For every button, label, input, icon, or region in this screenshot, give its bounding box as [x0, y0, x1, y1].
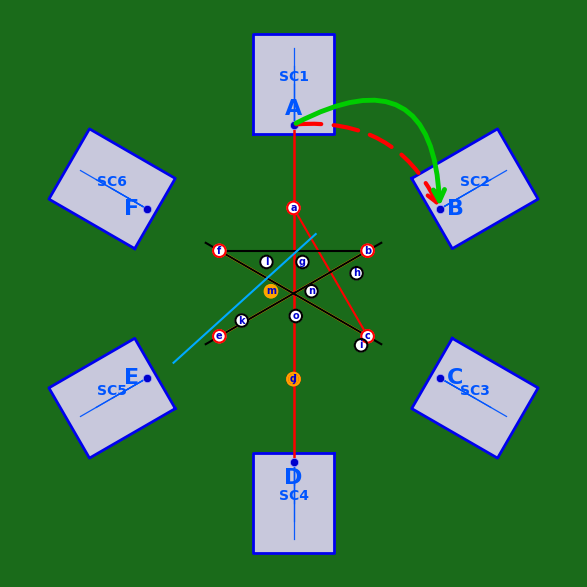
Text: SC4: SC4 [278, 489, 309, 503]
Text: E: E [124, 368, 139, 388]
Text: e: e [216, 331, 222, 341]
Text: A: A [285, 99, 302, 119]
Circle shape [362, 330, 374, 343]
Text: c: c [365, 331, 370, 341]
Text: g: g [299, 257, 306, 267]
Polygon shape [253, 35, 334, 134]
Text: o: o [292, 311, 299, 321]
Circle shape [265, 285, 277, 298]
Text: F: F [124, 199, 139, 219]
Polygon shape [411, 338, 538, 458]
Text: SC3: SC3 [460, 384, 490, 399]
Circle shape [213, 244, 225, 257]
Text: l: l [265, 257, 268, 267]
Circle shape [296, 256, 309, 268]
Circle shape [260, 256, 273, 268]
Text: SC6: SC6 [97, 175, 127, 189]
Text: C: C [447, 368, 464, 388]
Text: n: n [308, 286, 315, 296]
Circle shape [287, 201, 300, 214]
FancyArrowPatch shape [296, 100, 444, 201]
Text: SC1: SC1 [278, 70, 309, 85]
Circle shape [287, 373, 300, 386]
Circle shape [289, 310, 302, 322]
Text: k: k [238, 316, 245, 326]
Circle shape [235, 314, 248, 327]
Text: SC2: SC2 [460, 175, 490, 189]
Circle shape [362, 244, 374, 257]
Circle shape [350, 267, 363, 279]
Text: SC5: SC5 [97, 384, 127, 399]
Text: b: b [364, 246, 371, 256]
Text: D: D [284, 468, 303, 488]
Text: a: a [290, 203, 297, 213]
Text: B: B [447, 199, 464, 219]
Text: m: m [266, 286, 276, 296]
Polygon shape [49, 338, 176, 458]
Circle shape [287, 373, 300, 386]
Text: d: d [290, 374, 297, 384]
Text: j: j [292, 374, 295, 384]
Polygon shape [411, 129, 538, 249]
Polygon shape [253, 453, 334, 552]
FancyArrowPatch shape [296, 124, 437, 203]
Circle shape [305, 285, 318, 298]
Circle shape [355, 339, 367, 352]
Text: h: h [353, 268, 360, 278]
Polygon shape [49, 129, 176, 249]
Circle shape [213, 330, 225, 343]
Text: f: f [217, 246, 221, 256]
Text: i: i [359, 340, 363, 350]
